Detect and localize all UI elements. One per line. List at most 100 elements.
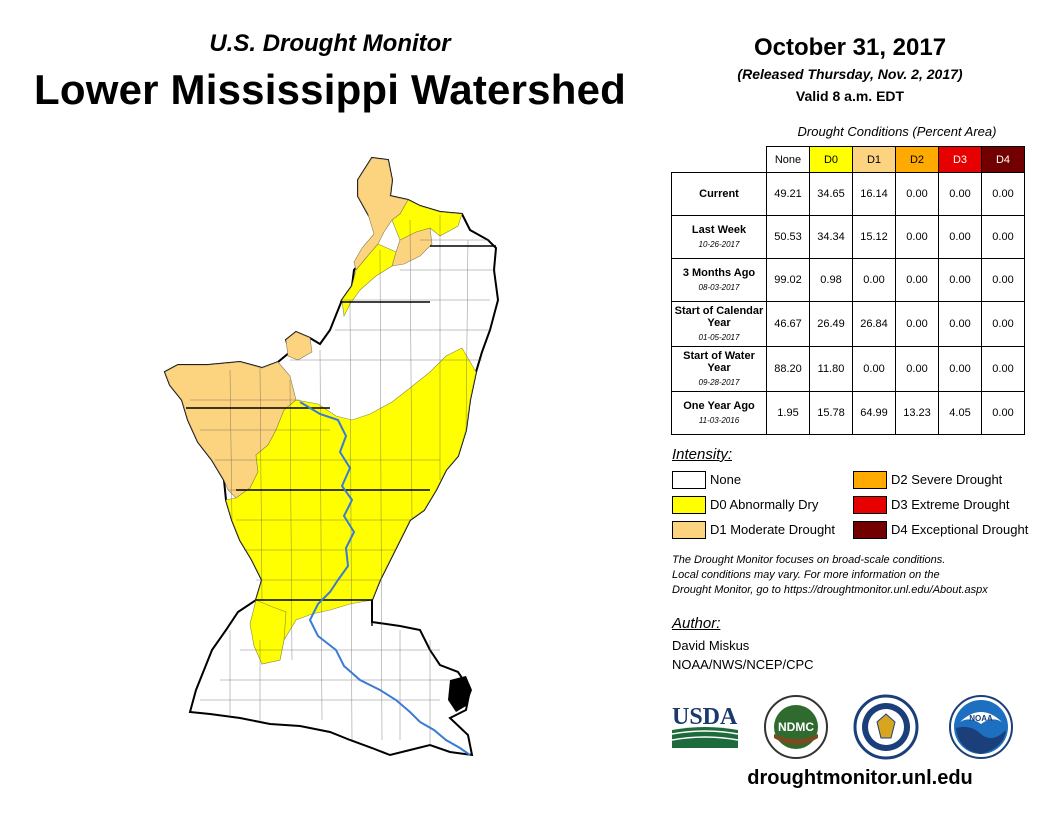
row-date: 10-26-2017 — [698, 239, 740, 249]
table-cell: 0.00 — [981, 301, 1025, 347]
table-cell: 26.49 — [809, 301, 853, 347]
row-date: 09-28-2017 — [698, 377, 740, 387]
table-header-row: None D0 D1 D2 D3 D4 — [671, 146, 1025, 173]
table-cell: 49.21 — [766, 172, 810, 216]
row-label-text: One Year Ago — [683, 399, 755, 412]
legend-swatch-d2 — [853, 471, 887, 489]
table-cell: 0.00 — [981, 258, 1025, 302]
doc-seal-logo — [853, 694, 919, 760]
legend-label-d4: D4 Exceptional Drought — [891, 522, 1029, 537]
author-name: David Miskus — [672, 638, 750, 653]
legend-label-d2: D2 Severe Drought — [891, 472, 1003, 487]
legend-swatch-d0 — [672, 496, 706, 514]
table-cell: 0.00 — [895, 258, 939, 302]
note-line-3: Drought Monitor, go to https://droughtmo… — [672, 584, 988, 596]
table-row: One Year Ago 11-03-2016 1.95 15.78 64.99 13.2… — [671, 391, 1025, 435]
row-label: Start of Calendar Year 01-05-2017 — [671, 301, 767, 347]
county-lines — [190, 215, 496, 745]
website-url[interactable]: droughtmonitor.unl.edu — [747, 767, 973, 789]
row-date: 08-03-2017 — [698, 282, 740, 292]
table-cell: 0.00 — [895, 215, 939, 259]
row-label-text: Current — [699, 188, 739, 200]
table-cell: 34.65 — [809, 172, 853, 216]
table-cell: 0.00 — [852, 346, 896, 392]
table-cell: 0.00 — [981, 346, 1025, 392]
table-cell: 0.98 — [809, 258, 853, 302]
table-cell: 0.00 — [895, 301, 939, 347]
col-header-d2: D2 — [895, 146, 939, 173]
row-date: 11-03-2016 — [698, 415, 740, 425]
legend-swatch-d3 — [853, 496, 887, 514]
ndmc-logo-text: NDMC — [778, 720, 814, 734]
table-caption: Drought Conditions (Percent Area) — [797, 124, 997, 139]
table-cell: 64.99 — [852, 391, 896, 435]
row-label-text: 3 Months Ago — [682, 266, 756, 279]
table-cell: 1.95 — [766, 391, 810, 435]
table-row: Start of Calendar Year 01-05-2017 46.67 26.… — [671, 301, 1025, 347]
noaa-logo: NOAA — [949, 695, 1013, 759]
legend-label-none: None — [710, 472, 742, 487]
table-cell: 50.53 — [766, 215, 810, 259]
disclaimer-note: The Drought Monitor focuses on broad-sca… — [672, 553, 1052, 598]
row-date: 01-05-2017 — [698, 332, 740, 342]
table-cell: 0.00 — [981, 391, 1025, 435]
row-label: Current — [671, 172, 767, 216]
d1-region-mo-boot — [285, 331, 313, 361]
row-label-text: Start of Water Year — [683, 349, 755, 374]
legend-swatch-d1 — [672, 521, 706, 539]
legend-label-d3: D3 Extreme Drought — [891, 497, 1010, 512]
d0-region-north-a — [391, 199, 463, 241]
legend-label-d1: D1 Moderate Drought — [710, 522, 836, 537]
drought-stats-table: None D0 D1 D2 D3 D4 Current 49.21 34.65 16.… — [671, 146, 1025, 435]
table-cell: 34.34 — [809, 215, 853, 259]
table-cell: 0.00 — [981, 172, 1025, 216]
legend-swatch-d4 — [853, 521, 887, 539]
ndmc-logo: NDMC — [764, 695, 828, 759]
row-label: Start of Water Year 09-28-2017 — [671, 346, 767, 392]
coastal-marsh — [448, 676, 472, 712]
table-cell: 13.23 — [895, 391, 939, 435]
col-header-d4: D4 — [981, 146, 1025, 173]
d0-region-north-b — [341, 243, 397, 318]
usda-logo-text: USDA — [672, 704, 738, 730]
drought-map — [163, 156, 500, 757]
table-cell: 15.12 — [852, 215, 896, 259]
table-cell: 0.00 — [895, 172, 939, 216]
table-corner — [671, 146, 767, 173]
table-cell: 46.67 — [766, 301, 810, 347]
map-title: Lower Mississippi Watershed — [34, 66, 626, 113]
table-cell: 0.00 — [981, 215, 1025, 259]
table-cell: 0.00 — [938, 172, 982, 216]
table-cell: 16.14 — [852, 172, 896, 216]
table-row: 3 Months Ago 08-03-2017 99.02 0.98 0.00 0.00 0… — [671, 258, 1025, 302]
table-cell: 0.00 — [938, 215, 982, 259]
table-row: Start of Water Year 09-28-2017 88.20 11.80 0… — [671, 346, 1025, 392]
row-label: 3 Months Ago 08-03-2017 — [671, 258, 767, 302]
note-line-2: Local conditions may vary. For more info… — [672, 569, 940, 581]
table-cell: 0.00 — [895, 346, 939, 392]
valid-time: Valid 8 a.m. EDT — [795, 88, 905, 104]
table-cell: 0.00 — [852, 258, 896, 302]
usda-logo: USDA — [671, 704, 739, 748]
table-cell: 11.80 — [809, 346, 853, 392]
row-label: One Year Ago 11-03-2016 — [671, 391, 767, 435]
d0-region-la-west — [249, 599, 287, 665]
author-org: NOAA/NWS/NCEP/CPC — [672, 657, 814, 672]
release-date: (Released Thursday, Nov. 2, 2017) — [737, 66, 963, 82]
table-row: Last Week 10-26-2017 50.53 34.34 15.12 0.00 0.… — [671, 215, 1025, 259]
table-cell: 0.00 — [938, 301, 982, 347]
legend-swatch-none — [672, 471, 706, 489]
legend-title: Intensity: — [672, 446, 733, 463]
table-cell: 0.00 — [938, 346, 982, 392]
table-cell: 4.05 — [938, 391, 982, 435]
legend-label-d0: D0 Abnormally Dry — [710, 497, 819, 512]
map-subtitle: U.S. Drought Monitor — [209, 30, 451, 57]
row-label: Last Week 10-26-2017 — [671, 215, 767, 259]
noaa-logo-text: NOAA — [969, 714, 993, 723]
table-cell: 26.84 — [852, 301, 896, 347]
note-line-1: The Drought Monitor focuses on broad-sca… — [672, 554, 946, 566]
table-cell: 0.00 — [938, 258, 982, 302]
table-cell: 88.20 — [766, 346, 810, 392]
mississippi-river — [299, 401, 471, 756]
col-header-d3: D3 — [938, 146, 982, 173]
